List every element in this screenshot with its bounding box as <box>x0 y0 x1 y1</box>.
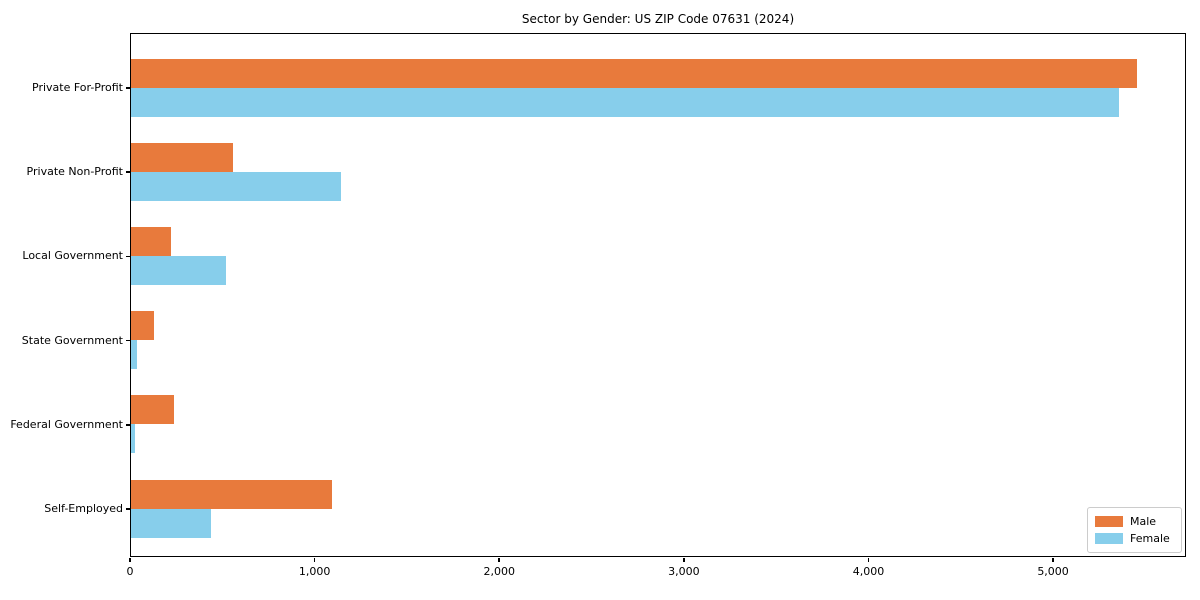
x-tick-mark <box>498 558 500 562</box>
y-tick-label-self-employed: Self-Employed <box>44 502 123 515</box>
bar-male-private-non-profit <box>131 142 233 172</box>
bar-female-federal-government <box>131 424 136 454</box>
x-tick-label-0: 0 <box>126 565 134 578</box>
y-tick-mark <box>126 255 130 258</box>
y-tick-label-state-government: State Government <box>21 333 123 347</box>
y-tick-mark <box>126 508 130 510</box>
y-tick-mark <box>126 87 130 89</box>
legend-item-female: Female <box>1095 531 1174 545</box>
bar-female-state-government <box>131 340 137 370</box>
bar-male-federal-government <box>131 395 174 425</box>
y-tick-mark <box>126 339 130 342</box>
legend-label-female: Female <box>1130 531 1170 545</box>
y-tick-label-federal-government: Federal Government <box>10 417 123 431</box>
bar-female-private-for-profit <box>131 87 1120 117</box>
x-tick-mark <box>129 558 131 562</box>
y-tick-mark <box>126 424 130 426</box>
bar-male-local-government <box>131 226 172 256</box>
legend: Male Female <box>1087 507 1182 553</box>
y-tick-label-private-non-profit: Private Non-Profit <box>26 165 123 179</box>
plot-area <box>130 33 1186 557</box>
x-tick-mark <box>1052 558 1054 562</box>
bar-female-local-government <box>131 255 227 285</box>
x-tick-label-5000: 5,000 <box>1037 565 1069 578</box>
legend-swatch-female <box>1095 533 1123 544</box>
x-tick-mark <box>683 558 685 562</box>
bar-male-private-for-profit <box>131 58 1137 88</box>
y-tick-label-private-for-profit: Private For-Profit <box>32 81 123 94</box>
bar-male-state-government <box>131 311 155 341</box>
x-tick-mark <box>313 558 316 562</box>
x-tick-label-4000: 4,000 <box>852 565 885 578</box>
bar-female-self-employed <box>131 508 212 538</box>
y-tick-mark <box>126 171 130 173</box>
x-tick-label-2000: 2,000 <box>483 565 515 578</box>
bar-male-self-employed <box>131 479 332 509</box>
x-tick-label-3000: 3,000 <box>668 565 700 578</box>
x-tick-label-1000: 1,000 <box>298 565 331 578</box>
x-tick-mark <box>867 558 870 562</box>
bar-female-private-non-profit <box>131 171 341 201</box>
legend-item-male: Male <box>1095 514 1174 528</box>
chart-title: Sector by Gender: US ZIP Code 07631 (202… <box>521 12 795 26</box>
y-tick-label-local-government: Local Government <box>22 249 123 263</box>
legend-swatch-male <box>1095 516 1123 527</box>
legend-label-male: Male <box>1130 514 1157 528</box>
